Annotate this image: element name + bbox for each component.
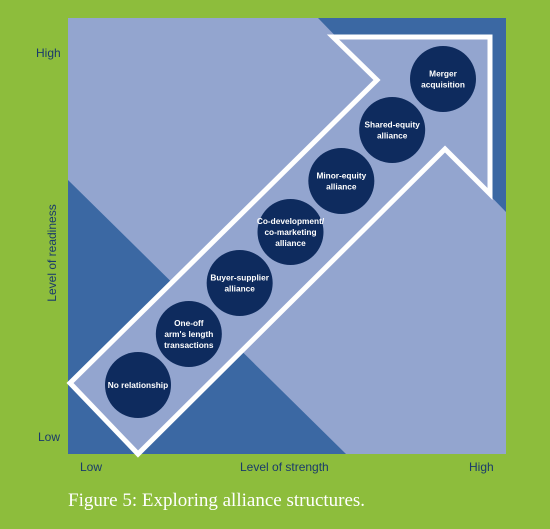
stage-circle [105,352,171,418]
stage-circle [206,250,273,316]
stage-label: acquisition [421,80,465,90]
stage-label: Shared-equity [365,120,421,130]
y-axis-low-label: Low [38,430,61,444]
stage-label: alliance [377,131,408,141]
x-axis-low-label: Low [80,460,103,474]
stage-label: No relationship [108,380,168,390]
stage-label: alliance [224,284,255,294]
x-axis-high-label: High [469,460,494,474]
figure-caption: Figure 5: Exploring alliance structures. [68,490,366,511]
y-axis-title: Level of readiness [45,204,59,302]
stage-label: Buyer-supplier [210,273,269,283]
stage-label: One-off [174,318,204,328]
stage-label: arm's length [164,329,213,339]
stage-circle [155,301,222,367]
stage-label: Merger [429,69,457,79]
stage-node: No relationship [105,352,171,418]
stage-label: Co-development/ [257,216,325,226]
stage-label: transactions [164,340,214,350]
stage-circle [308,148,375,214]
stage-label: Minor-equity [316,171,366,181]
stage-circle [410,46,476,112]
stage-label: co-marketing [264,227,316,237]
stage-label: alliance [326,182,357,192]
stage-label: alliance [275,238,306,248]
stage-circle [359,97,426,163]
x-axis-title: Level of strength [240,460,329,474]
y-axis-high-label: High [36,46,61,60]
stage-circle [257,199,324,265]
